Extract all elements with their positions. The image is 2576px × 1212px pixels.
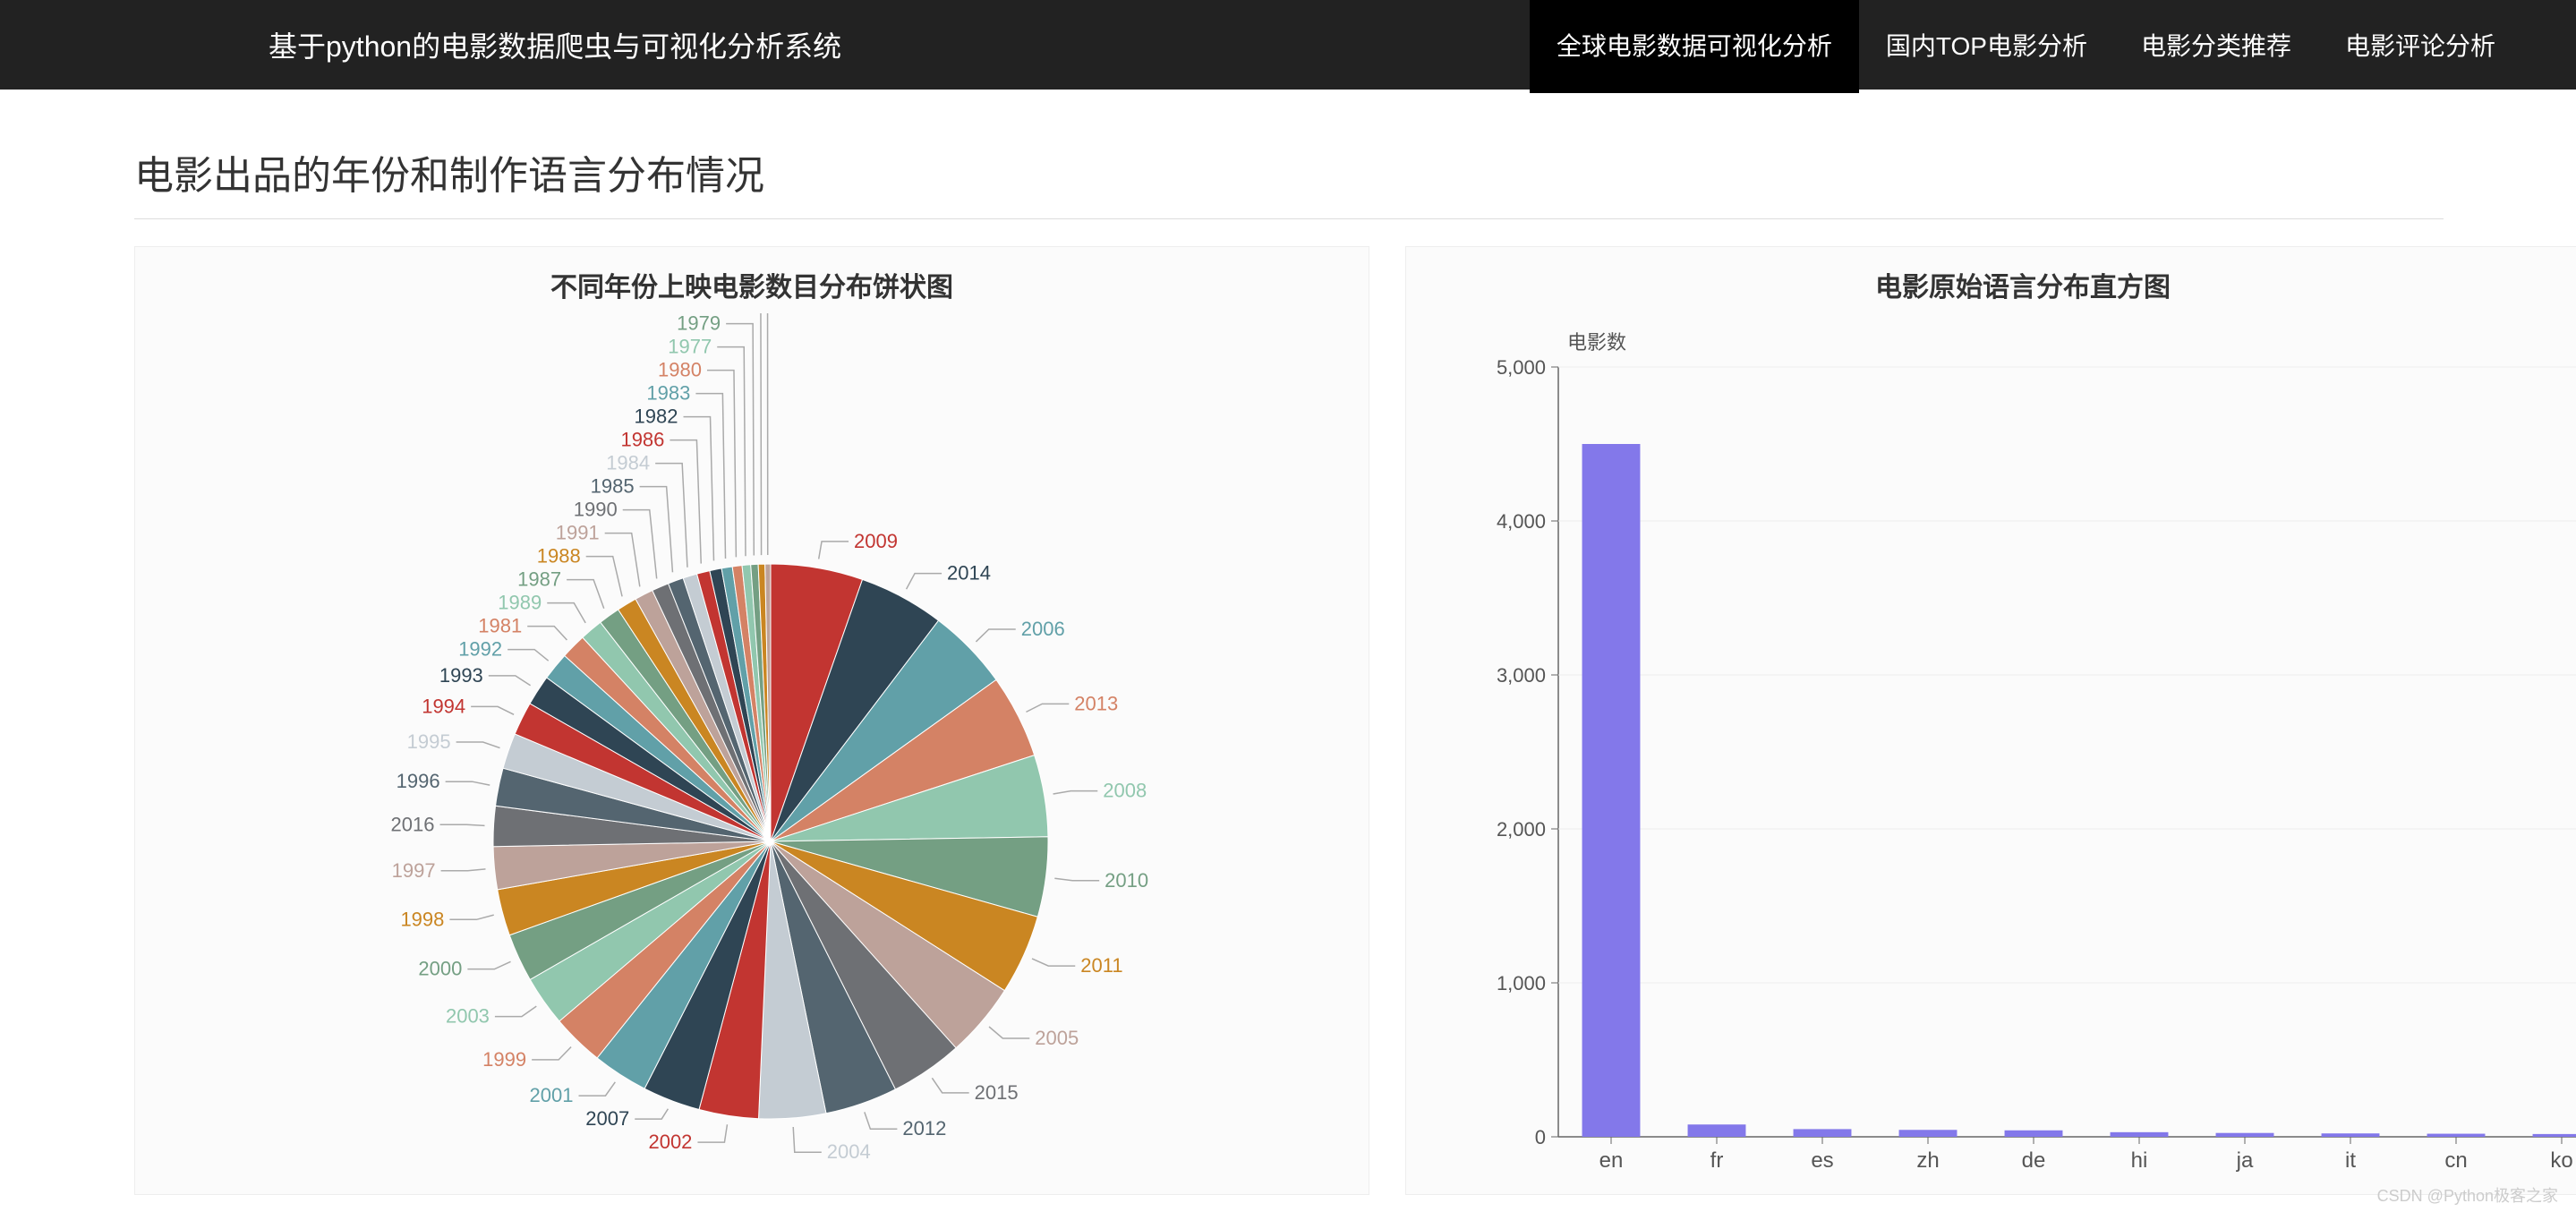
y-tick-label: 2,000 <box>1497 818 1546 841</box>
pie-slice-label: 1996 <box>397 770 440 792</box>
y-tick-label: 1,000 <box>1497 972 1546 994</box>
pie-chart[interactable]: 2009 2014 2006 2013 2008 2010 2011 2005 2015 2012… <box>153 313 1352 1191</box>
pie-slice-label: 2001 <box>530 1084 574 1106</box>
bar[interactable] <box>2322 1133 2380 1137</box>
nav-item[interactable]: 电影评论分析 <box>2318 0 2522 93</box>
pie-slice-label: 2006 <box>1021 618 1065 640</box>
bar[interactable] <box>2427 1134 2486 1137</box>
y-tick-label: 3,000 <box>1497 664 1546 687</box>
pie-slice-label: 1979 <box>677 313 721 335</box>
pie-slice-label: 1994 <box>422 695 465 717</box>
pie-slice-label: 2000 <box>418 958 462 980</box>
bar[interactable] <box>2533 1134 2576 1137</box>
pie-slice-label: 1984 <box>606 452 650 474</box>
pie-slice-label: 2005 <box>1035 1027 1079 1049</box>
site-title: 基于python的电影数据爬虫与可视化分析系统 <box>269 24 1530 65</box>
pie-slice-label: 2003 <box>446 1005 490 1028</box>
pie-slice-label: 2013 <box>1074 692 1118 714</box>
bar[interactable] <box>2216 1133 2274 1137</box>
x-tick-label: it <box>2345 1148 2356 1173</box>
bar-chart-subtitle: 电影数 <box>1567 331 1626 354</box>
bar-chart-title: 电影原始语言分布直方图 <box>1424 265 2576 304</box>
x-tick-label: hi <box>2131 1148 2148 1173</box>
pie-slice-label: 2007 <box>585 1107 629 1130</box>
pie-slice-label: 1998 <box>400 908 444 930</box>
y-tick-label: 0 <box>1535 1126 1546 1148</box>
page-title: 电影出品的年份和制作语言分布情况 <box>134 143 2444 219</box>
bar-chart-card: 电影原始语言分布直方图 电影数 0 1,000 2,000 3,000 4,000 5,00… <box>1405 246 2576 1195</box>
x-tick-label: cn <box>2444 1148 2467 1173</box>
pie-chart-title: 不同年份上映电影数目分布饼状图 <box>153 265 1351 304</box>
x-tick-label: zh <box>1916 1148 1939 1173</box>
pie-slice-label: 1982 <box>635 405 678 428</box>
pie-slice-label: 1988 <box>537 545 581 568</box>
pie-slice-label: 1991 <box>556 522 600 544</box>
charts-row: 不同年份上映电影数目分布饼状图 2009 2014 2006 2013 2008 2010… <box>0 246 2576 1195</box>
bar[interactable] <box>2111 1132 2169 1137</box>
x-tick-label: es <box>1811 1148 1833 1173</box>
pie-slice-label: 2004 <box>827 1140 871 1163</box>
nav-items: 全球电影数据可视化分析国内TOP电影分析电影分类推荐电影评论分析 <box>1530 0 2522 93</box>
bar[interactable] <box>2005 1131 2063 1137</box>
pie-slice-label: 2012 <box>902 1117 946 1139</box>
pie-slice-label: 1981 <box>478 615 522 637</box>
pie-slice-label: 1986 <box>620 429 664 451</box>
x-tick-label: ko <box>2550 1148 2572 1173</box>
bar[interactable] <box>1899 1130 1958 1137</box>
pie-slice-label: 2011 <box>1080 954 1122 977</box>
nav-item[interactable]: 全球电影数据可视化分析 <box>1530 0 1859 93</box>
nav-item[interactable]: 电影分类推荐 <box>2114 0 2318 93</box>
pie-slice-label: 2008 <box>1103 780 1147 802</box>
pie-slice-label: 2009 <box>854 530 898 552</box>
x-tick-label: en <box>1599 1148 1624 1173</box>
bar[interactable] <box>1688 1124 1746 1137</box>
bar[interactable] <box>1582 444 1641 1137</box>
x-tick-label: de <box>2022 1148 2046 1173</box>
pie-slice-label: 1997 <box>392 859 436 882</box>
bar-chart[interactable]: 电影数 0 1,000 2,000 3,000 4,000 5,000 en fr es zh de h… <box>1424 313 2576 1182</box>
pie-slice-label: 1977 <box>668 336 712 358</box>
y-tick-label: 4,000 <box>1497 510 1546 533</box>
pie-slice-label: 1995 <box>407 730 451 753</box>
top-nav: 基于python的电影数据爬虫与可视化分析系统 全球电影数据可视化分析国内TOP… <box>0 0 2576 90</box>
pie-slice-label: 2014 <box>947 562 991 585</box>
bar[interactable] <box>1794 1129 1852 1137</box>
pie-slice-label: 1989 <box>498 592 542 614</box>
pie-slice-label: 1987 <box>517 568 561 591</box>
y-tick-label: 5,000 <box>1497 356 1546 379</box>
pie-slice-label: 1992 <box>458 638 502 661</box>
x-tick-label: fr <box>1710 1148 1724 1173</box>
pie-slice-label: 1990 <box>574 499 618 521</box>
pie-slice-label: 1983 <box>646 382 690 405</box>
x-tick-label: ja <box>2236 1148 2254 1173</box>
pie-slice-label: 1999 <box>482 1048 526 1071</box>
pie-slice-label: 1980 <box>658 359 702 381</box>
pie-chart-card: 不同年份上映电影数目分布饼状图 2009 2014 2006 2013 2008 2010… <box>134 246 1369 1195</box>
pie-slice-label: 1993 <box>439 664 483 687</box>
nav-item[interactable]: 国内TOP电影分析 <box>1859 0 2114 93</box>
pie-slice-label: 2015 <box>975 1081 1019 1104</box>
pie-slice-label: 2002 <box>648 1131 692 1153</box>
pie-slice-label: 2010 <box>1105 869 1148 892</box>
pie-slice-label: 2016 <box>391 813 435 835</box>
pie-slice-label: 1985 <box>591 475 635 498</box>
watermark: CSDN @Python极客之家 <box>2377 1183 2558 1207</box>
